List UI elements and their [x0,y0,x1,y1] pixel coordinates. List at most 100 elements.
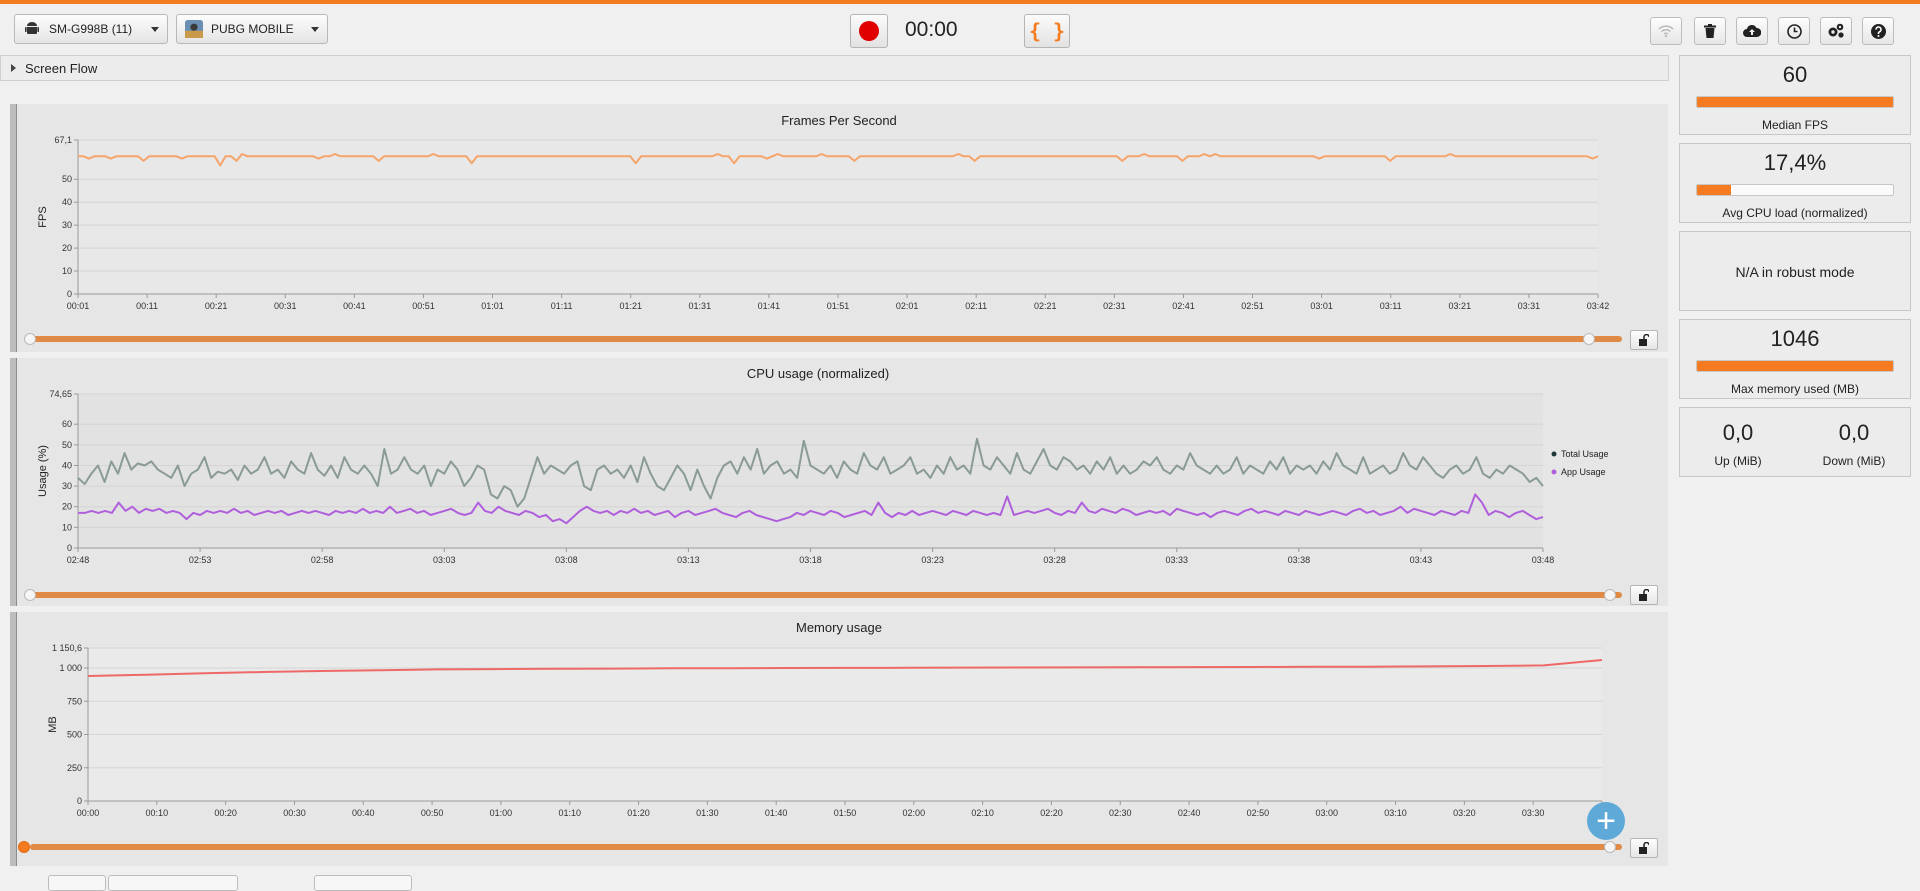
fps-time-slider[interactable] [30,336,1622,342]
record-button[interactable] [850,14,888,48]
y-tick-label: 67,1 [54,135,72,145]
clock-icon [1786,23,1802,39]
fps-chart-panel: Frames Per Second 67,1 50 40 30 20 10 0 00:01 00… [10,104,1668,352]
x-tick-label: 03:42 [1587,301,1610,311]
y-tick-label: 1 150,6 [52,643,82,653]
x-tick-label: 03:20 [1453,808,1476,818]
x-tick-label: 03:18 [799,555,822,565]
slider-end-knob[interactable] [1604,841,1616,853]
plot-area [88,648,1602,801]
network-card: 0,0 Up (MiB) 0,0 Down (MiB) [1679,407,1911,477]
upload-value: 0,0 [1722,420,1754,445]
x-tick-label: 00:01 [67,301,90,311]
slider-start-knob[interactable] [18,841,30,853]
screen-flow-toggle[interactable]: Screen Flow [0,55,1669,81]
slider-end-knob[interactable] [1604,589,1616,601]
bottom-button[interactable] [314,875,412,891]
wifi-button[interactable] [1650,17,1682,45]
cpu-time-slider[interactable] [30,592,1622,598]
expand-arrow-icon [11,64,16,72]
cpu-chart-panel: CPU usage (normalized) 74,65 60 50 40 30 20 10… [10,358,1668,606]
x-tick-label: 00:31 [274,301,297,311]
chart-title: CPU usage (normalized) [746,366,890,381]
cloud-upload-button[interactable] [1736,17,1768,45]
x-tick-label: 03:28 [1043,555,1066,565]
median-fps-card: 60 Median FPS [1679,55,1911,135]
plot-area [78,140,1598,294]
y-tick-label: 750 [67,696,82,706]
stat-progress-fill [1697,185,1732,195]
slider-start-knob[interactable] [24,589,36,601]
wifi-icon [1658,25,1674,38]
x-tick-label: 02:48 [67,555,90,565]
chart-title: Frames Per Second [781,113,897,128]
add-button[interactable]: + [1587,802,1625,840]
device-select[interactable]: SM-G998B (11) [14,14,168,44]
fps-chart: 67,1 50 40 30 20 10 0 00:01 00:11 00:21 00:31 00:41… [37,135,1610,311]
x-tick-label: 01:31 [689,301,712,311]
chevron-down-icon [151,26,159,32]
x-tick-label: 00:30 [283,808,306,818]
settings-button[interactable] [1820,17,1852,45]
memory-time-slider[interactable] [30,844,1622,850]
stat-progress-fill [1697,361,1893,371]
series-line-0 [78,153,1599,167]
y-axis-label: FPS [37,206,49,227]
app-select[interactable]: PUBG MOBILE [176,14,328,44]
json-button[interactable]: { } [1024,14,1070,48]
avg-cpu-card: 17,4% Avg CPU load (normalized) [1679,143,1911,223]
help-button[interactable] [1862,17,1894,45]
screen-flow-label: Screen Flow [25,60,98,76]
upload-label: Up (MiB) [1714,454,1762,468]
x-tick-label: 03:38 [1288,555,1311,565]
bottom-field[interactable] [108,875,238,891]
y-tick-label: 50 [62,440,72,450]
x-tick-label: 00:41 [343,301,366,311]
slider-end-knob[interactable] [1583,333,1595,345]
android-icon [23,20,41,38]
robust-mode-card: N/A in robust mode [1679,231,1911,311]
unlock-icon [1639,842,1649,854]
x-tick-label: 01:10 [558,808,581,818]
cloud-upload-icon [1743,24,1761,37]
panel-resize-handle[interactable] [10,104,17,352]
bottom-button[interactable] [48,875,106,891]
x-tick-label: 00:50 [421,808,444,818]
slider-start-knob[interactable] [24,333,36,345]
x-tick-label: 01:50 [834,808,857,818]
y-tick-label: 0 [77,796,82,806]
trash-button[interactable] [1694,17,1726,45]
lock-button[interactable] [1630,585,1658,605]
help-icon [1870,23,1886,39]
unlock-icon [1639,334,1649,346]
y-axis-label: Usage (%) [37,445,49,497]
x-tick-label: 01:41 [758,301,781,311]
x-tick-label: 00:11 [136,301,158,311]
y-tick-label: 74,65 [49,389,72,399]
device-label: SM-G998B (11) [49,22,133,36]
stat-label: Max memory used (MB) [1730,382,1860,396]
x-tick-label: 00:40 [352,808,375,818]
y-tick-label: 500 [67,730,82,740]
stat-label: Avg CPU load (normalized) [1722,206,1868,220]
x-tick-label: 02:53 [189,555,212,565]
x-tick-label: 03:31 [1518,301,1541,311]
app-icon [185,20,203,38]
clock-button[interactable] [1778,17,1810,45]
x-tick-label: 03:11 [1380,301,1402,311]
panel-resize-handle[interactable] [10,612,17,866]
stat-value: 60 [1782,62,1808,87]
x-tick-label: 03:43 [1410,555,1433,565]
panel-resize-handle[interactable] [10,358,17,606]
y-tick-label: 40 [62,197,72,207]
lock-button[interactable] [1630,838,1658,858]
stat-progress-bar [1696,96,1894,108]
x-tick-label: 00:51 [412,301,435,311]
x-tick-label: 01:21 [619,301,642,311]
stat-progress-bar [1696,360,1894,372]
legend-marker [1551,451,1557,457]
x-tick-label: 02:31 [1103,301,1126,311]
x-tick-label: 01:40 [765,808,788,818]
lock-button[interactable] [1630,330,1658,350]
